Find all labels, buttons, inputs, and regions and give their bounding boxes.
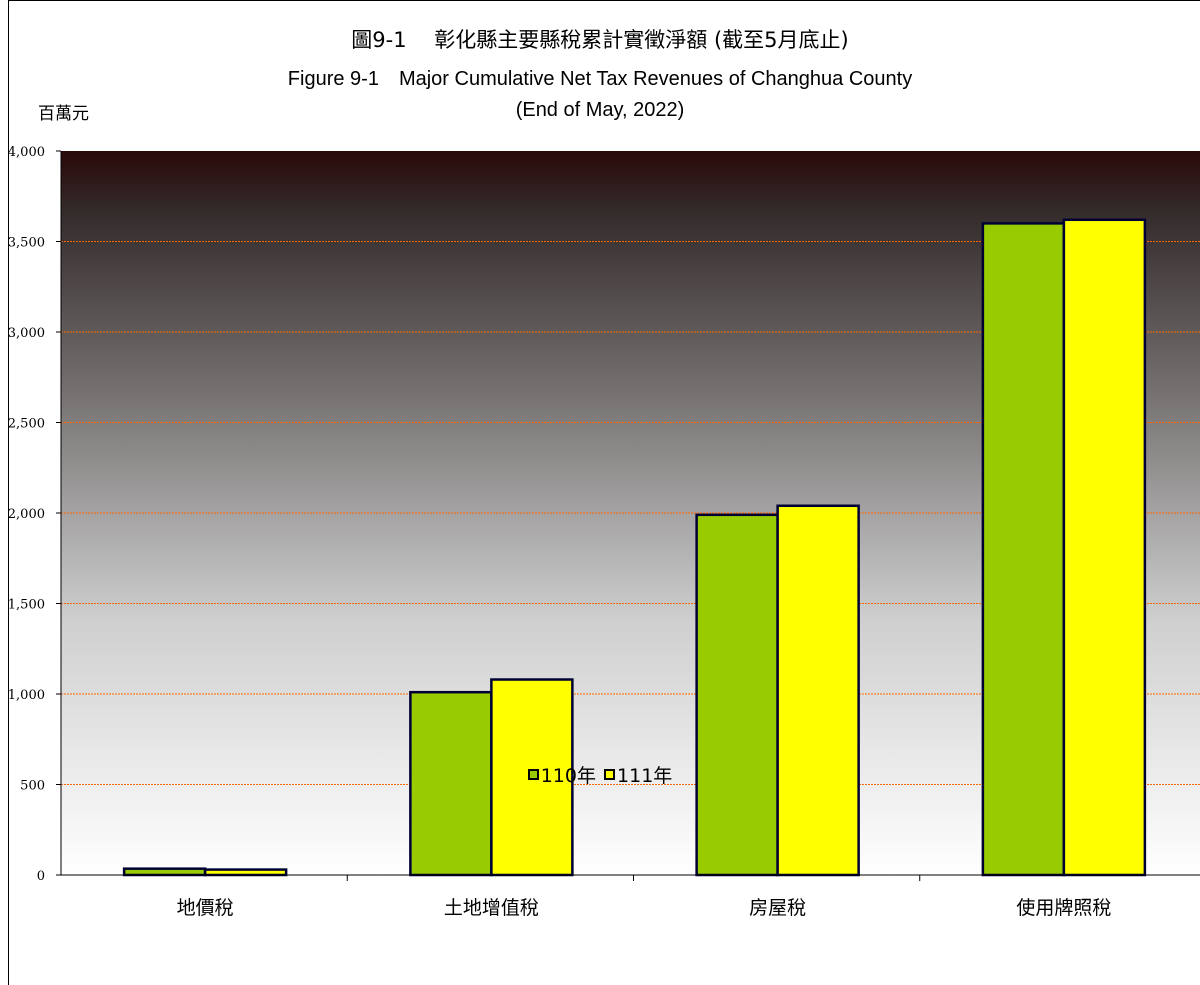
legend-swatch-111 (604, 769, 616, 780)
bar-111年-地價稅 (203, 868, 288, 877)
y-axis-unit-label: 百萬元 (38, 104, 89, 124)
chart-frame (8, 0, 1200, 985)
chart-subtitle: (End of May, 2022) (515, 99, 685, 121)
bar-110年-地價稅 (122, 867, 207, 877)
y-tick-label: 500 (20, 779, 45, 794)
bar-111年-房屋稅 (776, 504, 860, 877)
axes (56, 150, 1200, 881)
bar-111年-使用牌照稅 (1062, 218, 1147, 877)
y-tick-label: 2,500 (8, 417, 45, 432)
bars (122, 218, 1147, 877)
legend-label-111: 111年 (617, 765, 673, 787)
x-tick-label: 使用牌照稅 (1016, 897, 1111, 919)
chart-title-zh: 圖9-1 彰化縣主要縣稅累計實徵淨額 (截至5月底止) (351, 28, 849, 52)
bar-110年-房屋稅 (695, 513, 779, 877)
y-tick-label: 1,000 (8, 688, 45, 703)
x-tick-label: 土地增值稅 (444, 897, 539, 919)
legend-label-110: 110年 (540, 765, 596, 787)
legend-item-111: 111年 (604, 761, 672, 788)
chart-title-en: Figure 9-1 Major Cumulative Net Tax Reve… (287, 68, 913, 90)
x-tick-label: 房屋稅 (749, 897, 806, 919)
y-tick-label: 1,500 (8, 598, 45, 613)
y-tick-label: 3,500 (8, 236, 45, 251)
legend: 110年 111年 (0, 761, 1200, 788)
y-tick-label: 3,000 (8, 326, 45, 341)
x-tick-label: 地價稅 (177, 897, 234, 919)
y-tick-label: 2,000 (8, 507, 45, 522)
y-tick-label: 0 (37, 869, 45, 884)
bar-110年-使用牌照稅 (981, 222, 1066, 877)
axis-labels: 0 500 1,000 1,500 2,000 2,500 3,000 3,500 4,000 地… (8, 145, 1112, 919)
y-tick-label: 4,000 (8, 145, 45, 160)
legend-swatch-110 (527, 769, 539, 780)
legend-item-110: 110年 (527, 761, 596, 788)
